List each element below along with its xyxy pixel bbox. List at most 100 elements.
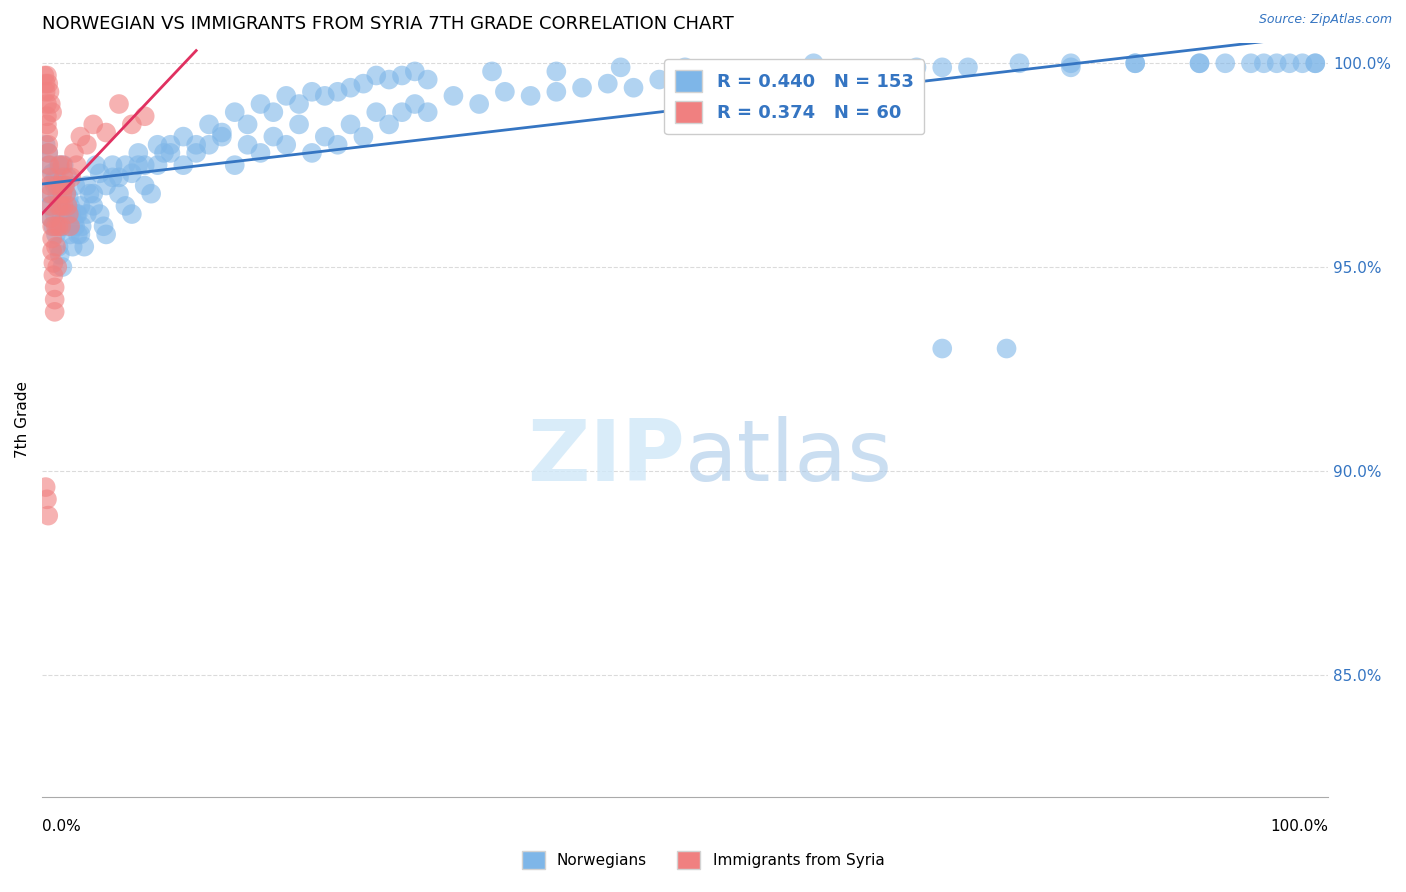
- Point: [49, 199, 72, 213]
- Point: [48, 240, 70, 254]
- Point: [1123, 56, 1146, 70]
- Point: [44, 293, 66, 307]
- Point: [1008, 56, 1031, 70]
- Point: [468, 97, 491, 112]
- Point: [108, 97, 131, 112]
- Point: [37, 186, 59, 201]
- Point: [121, 117, 143, 131]
- Point: [416, 105, 439, 120]
- Point: [378, 72, 401, 87]
- Point: [65, 219, 87, 234]
- Point: [49, 211, 72, 226]
- Point: [35, 492, 58, 507]
- Point: [89, 166, 111, 180]
- Point: [48, 194, 70, 209]
- Point: [82, 117, 104, 131]
- Text: 0.0%: 0.0%: [42, 820, 80, 834]
- Point: [66, 207, 89, 221]
- Point: [42, 174, 65, 188]
- Point: [38, 85, 60, 99]
- Point: [37, 508, 59, 523]
- Point: [39, 199, 62, 213]
- Point: [224, 105, 246, 120]
- Point: [94, 227, 117, 242]
- Point: [236, 137, 259, 152]
- Point: [134, 109, 156, 123]
- Point: [38, 170, 60, 185]
- Point: [52, 199, 75, 213]
- Text: ZIP: ZIP: [527, 416, 685, 499]
- Point: [56, 199, 79, 213]
- Point: [56, 170, 79, 185]
- Point: [366, 69, 388, 83]
- Point: [623, 80, 645, 95]
- Point: [44, 280, 66, 294]
- Point: [699, 69, 721, 83]
- Point: [301, 145, 323, 160]
- Point: [70, 219, 93, 234]
- Point: [37, 77, 59, 91]
- Point: [198, 117, 221, 131]
- Point: [339, 117, 361, 131]
- Point: [1265, 56, 1288, 70]
- Point: [60, 170, 83, 185]
- Point: [69, 129, 91, 144]
- Point: [59, 219, 82, 234]
- Point: [45, 170, 67, 185]
- Point: [931, 342, 953, 356]
- Point: [51, 219, 73, 234]
- Point: [326, 85, 349, 99]
- Point: [249, 145, 271, 160]
- Point: [37, 145, 59, 160]
- Point: [609, 60, 631, 74]
- Point: [58, 191, 80, 205]
- Point: [571, 80, 593, 95]
- Point: [352, 129, 374, 144]
- Point: [82, 186, 104, 201]
- Text: atlas: atlas: [685, 416, 893, 499]
- Point: [159, 137, 181, 152]
- Point: [39, 211, 62, 226]
- Text: Source: ZipAtlas.com: Source: ZipAtlas.com: [1258, 13, 1392, 27]
- Point: [59, 227, 82, 242]
- Point: [41, 219, 63, 234]
- Point: [146, 158, 169, 172]
- Point: [751, 64, 773, 78]
- Point: [44, 207, 66, 221]
- Point: [1240, 56, 1263, 70]
- Point: [46, 186, 69, 201]
- Point: [314, 88, 336, 103]
- Point: [55, 186, 77, 201]
- Point: [89, 207, 111, 221]
- Point: [1213, 56, 1236, 70]
- Point: [35, 117, 58, 131]
- Point: [108, 170, 131, 185]
- Point: [39, 97, 62, 112]
- Point: [441, 88, 464, 103]
- Point: [63, 145, 86, 160]
- Point: [46, 260, 69, 274]
- Point: [995, 342, 1018, 356]
- Point: [44, 305, 66, 319]
- Legend: Norwegians, Immigrants from Syria: Norwegians, Immigrants from Syria: [516, 845, 890, 875]
- Point: [44, 178, 66, 193]
- Point: [134, 158, 156, 172]
- Point: [931, 60, 953, 74]
- Point: [35, 97, 58, 112]
- Point: [314, 129, 336, 144]
- Point: [1303, 56, 1326, 70]
- Point: [65, 178, 87, 193]
- Point: [1278, 56, 1301, 70]
- Point: [198, 137, 221, 152]
- Point: [725, 72, 748, 87]
- Point: [48, 158, 70, 172]
- Point: [301, 85, 323, 99]
- Point: [45, 219, 67, 234]
- Point: [262, 105, 284, 120]
- Point: [494, 85, 516, 99]
- Point: [34, 77, 56, 91]
- Point: [42, 219, 65, 234]
- Point: [186, 145, 208, 160]
- Point: [956, 60, 979, 74]
- Point: [1188, 56, 1211, 70]
